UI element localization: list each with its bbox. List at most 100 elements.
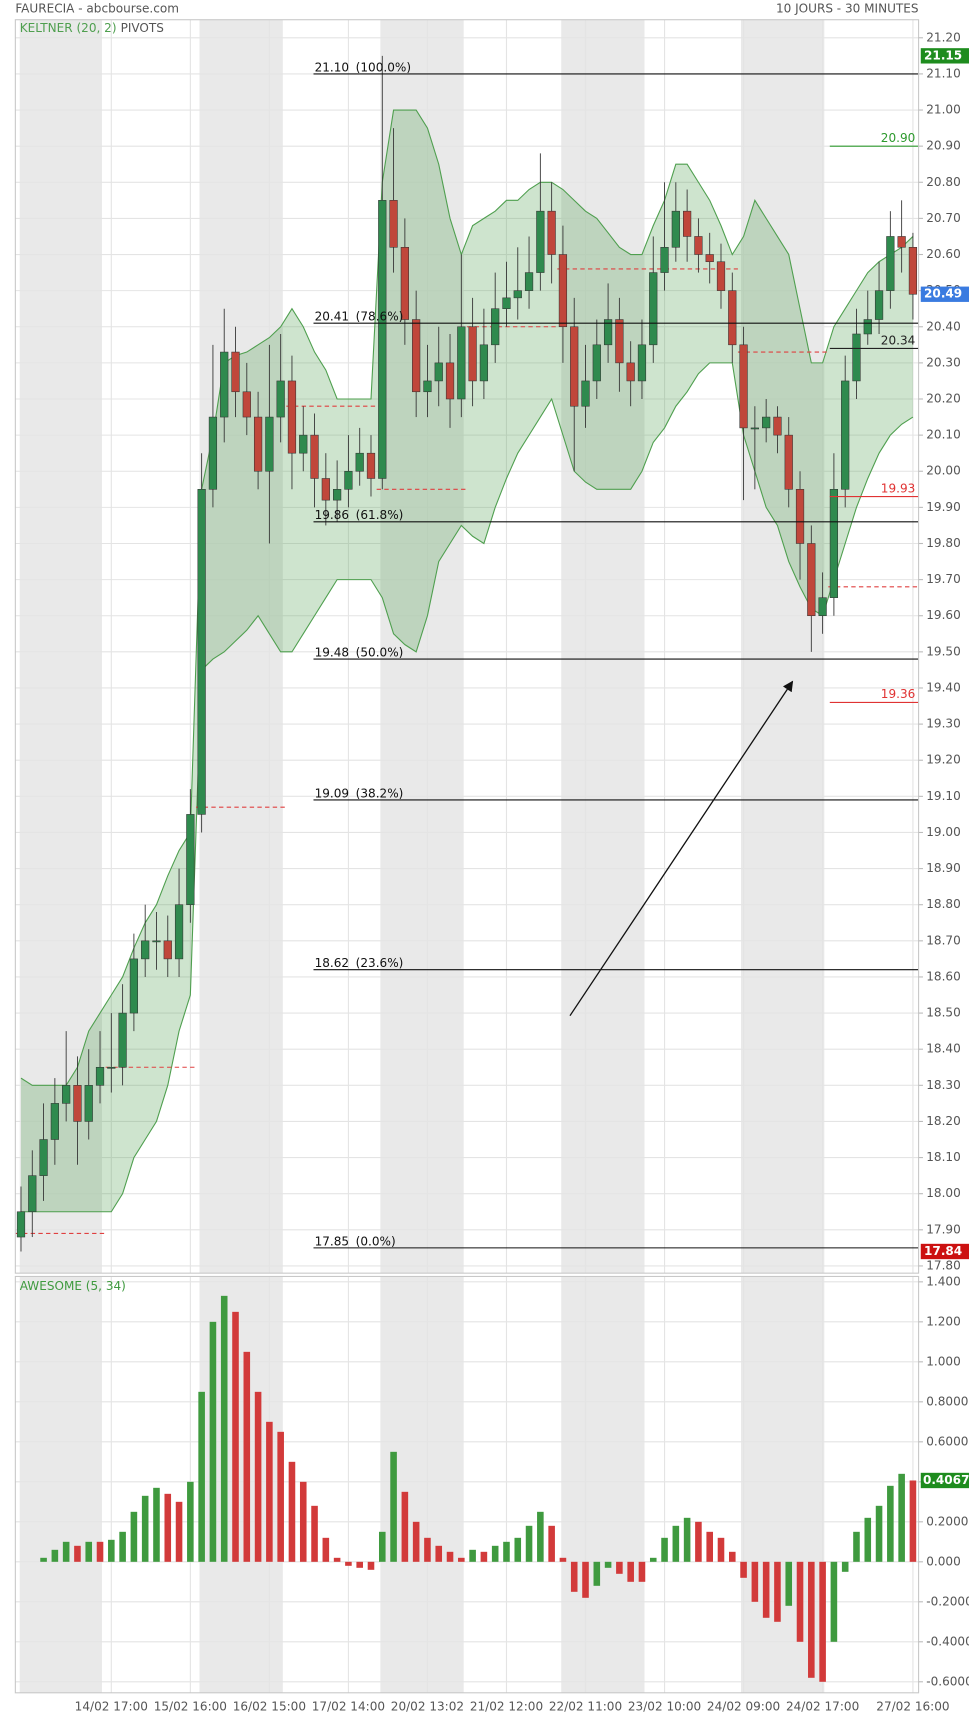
- candle-body: [197, 489, 206, 815]
- ao-bar: [638, 1561, 646, 1582]
- ao-bar: [164, 1493, 172, 1562]
- x-tick-label: 21/02 12:00: [470, 1700, 543, 1714]
- y-tick-label: 20.00: [926, 464, 961, 478]
- fib-ratio: (61.8%): [356, 508, 404, 522]
- ao-bar: [446, 1551, 454, 1562]
- legend-keltner: KELTNER (20, 2): [20, 21, 117, 35]
- ao-bar: [898, 1473, 905, 1562]
- ao-bar: [85, 1541, 93, 1562]
- ao-bar: [830, 1561, 838, 1642]
- y-tick-label: 19.50: [926, 644, 961, 658]
- x-tick-label: 14/02 17:00: [75, 1700, 148, 1714]
- y-tick-label: 18.20: [926, 1114, 961, 1128]
- candle-body: [536, 210, 545, 273]
- y-tick-label: 18.70: [926, 933, 961, 947]
- x-tick-label: 20/02 13:02: [391, 1700, 464, 1714]
- y-tick-label: 0.8000: [926, 1394, 968, 1408]
- y-tick-label: 18.50: [926, 1006, 961, 1020]
- ao-bar: [728, 1551, 736, 1562]
- pivot-label: 19.36: [881, 687, 916, 701]
- candle-body: [242, 391, 251, 418]
- ao-bar: [593, 1561, 601, 1586]
- x-tick-label: 17/02 14:00: [312, 1700, 385, 1714]
- y-tick-label: 18.30: [926, 1078, 961, 1092]
- fib-price: 20.41: [315, 309, 350, 323]
- candle-body: [683, 210, 692, 237]
- y-tick-label: 20.60: [926, 247, 961, 261]
- candle-body: [603, 319, 613, 346]
- ao-bar: [390, 1451, 397, 1562]
- ao-bar: [458, 1557, 465, 1562]
- ao-bar: [469, 1549, 476, 1562]
- candle-body: [513, 290, 522, 299]
- candle-body: [16, 1211, 26, 1238]
- candle-body: [908, 247, 918, 295]
- fib-label: 20.41 (78.6%): [315, 309, 404, 323]
- candle-body: [400, 247, 409, 320]
- price-panel-border: [14, 19, 920, 1274]
- ao-bar: [537, 1511, 544, 1562]
- candle-body: [649, 272, 658, 346]
- candle-body: [287, 380, 297, 454]
- price-tag: [920, 286, 969, 302]
- y-tick-label: 21.10: [926, 66, 961, 80]
- candle-body: [50, 1103, 59, 1140]
- chart-title: FAURECIA - abcbourse.com: [15, 1, 179, 15]
- y-tick-label: 20.30: [926, 355, 961, 369]
- fib-ratio: (50.0%): [356, 645, 404, 659]
- ao-bar: [175, 1501, 183, 1562]
- candle-body: [897, 236, 906, 248]
- fib-label: 21.10 (100.0%): [315, 60, 411, 74]
- keltner-upper: [20, 109, 914, 1086]
- fib-price: 18.62: [315, 956, 350, 970]
- ao-bar: [288, 1461, 296, 1562]
- ao-bar: [559, 1557, 567, 1562]
- fib-price: 19.86: [315, 508, 350, 522]
- y-tick-label: 0.000: [926, 1554, 961, 1568]
- candle-body: [524, 272, 534, 291]
- candle-body: [310, 434, 319, 479]
- fib-price: 19.48: [315, 645, 350, 659]
- candle-body: [637, 344, 647, 382]
- candle-body: [152, 940, 161, 943]
- y-tick-label: 0.6000: [926, 1434, 968, 1448]
- ao-bar: [232, 1311, 239, 1562]
- candle-body: [762, 416, 771, 429]
- ao-bar: [299, 1481, 307, 1562]
- candle-body: [728, 290, 737, 346]
- candle-body: [129, 958, 139, 1014]
- y-tick-label: 19.30: [926, 717, 961, 731]
- ao-bar: [480, 1551, 488, 1562]
- candle-body: [581, 380, 590, 407]
- candle-body: [491, 308, 500, 346]
- value-tag-label: 0.4067: [923, 1473, 969, 1487]
- x-tick-label: 27/02 16:00: [876, 1700, 949, 1714]
- fib-ratio: (23.6%): [356, 956, 404, 970]
- ao-bar: [717, 1537, 725, 1562]
- candle-body: [671, 210, 680, 248]
- y-tick-label: 18.60: [926, 969, 961, 983]
- x-tick-label: 22/02 11:00: [549, 1700, 622, 1714]
- candle-body: [773, 416, 782, 436]
- fib-label: 19.48 (50.0%): [315, 645, 404, 659]
- ao-bar: [322, 1537, 330, 1562]
- fib-ratio: (100.0%): [356, 60, 411, 74]
- y-tick-label: 17.80: [926, 1258, 961, 1272]
- candle-body: [558, 254, 568, 328]
- candle-body: [841, 380, 850, 490]
- ao-bar: [616, 1561, 623, 1574]
- x-tick-label: 15/02 16:00: [154, 1700, 227, 1714]
- candle-body: [39, 1139, 48, 1176]
- y-tick-label: 18.80: [926, 897, 961, 911]
- candle-body: [716, 261, 726, 291]
- fib-price: 17.85: [315, 1234, 350, 1248]
- y-tick-label: 17.90: [926, 1222, 961, 1236]
- value-tag: [920, 1472, 969, 1489]
- pivot-label: 20.90: [881, 131, 916, 145]
- candle-body: [355, 452, 364, 472]
- fib-ratio: (78.6%): [356, 309, 404, 323]
- candle-body: [874, 290, 884, 320]
- fib-label: 19.86 (61.8%): [315, 508, 404, 522]
- ao-bar: [649, 1557, 657, 1562]
- candle-body: [886, 236, 895, 291]
